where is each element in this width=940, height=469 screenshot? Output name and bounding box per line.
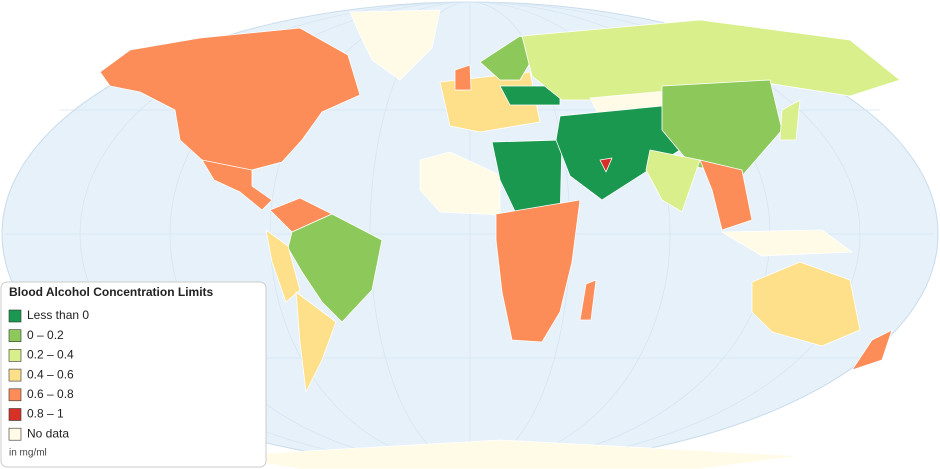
legend-box (0, 281, 267, 468)
north-america (99, 27, 361, 181)
southeast-asia (699, 159, 753, 231)
legend-swatch (8, 309, 22, 323)
eastern-europe (499, 85, 561, 106)
legend-swatch (8, 408, 22, 421)
british-isles (454, 64, 472, 91)
madagascar (579, 279, 597, 321)
legend-note: in mg/ml (9, 448, 47, 459)
andes (265, 229, 301, 303)
greenland (349, 9, 441, 81)
legend-title: Blood Alcohol Concentration Limits (9, 285, 214, 299)
legend-label: 0.4 – 0.6 (27, 367, 74, 381)
southern-cone (295, 291, 337, 393)
legend-label: 0 – 0.2 (27, 328, 64, 342)
indonesia (721, 229, 853, 257)
legend-label: Less than 0 (27, 308, 89, 322)
legend-label: 0.2 – 0.4 (27, 348, 74, 362)
legend-swatch (8, 427, 22, 441)
legend-swatch (8, 329, 22, 343)
central-america (201, 159, 273, 211)
legend-label: 0.8 – 1 (27, 407, 64, 421)
legend-items: Less than 0 0 – 0.2 0.2 – 0.4 0.4 – 0.6 0.6 … (8, 308, 89, 441)
japan (779, 99, 801, 141)
legend-label: 0.6 – 0.8 (27, 387, 74, 401)
india (645, 149, 701, 213)
australia (751, 261, 861, 347)
legend-swatch (8, 388, 22, 402)
antarctica (219, 439, 801, 469)
south-africa (495, 199, 581, 343)
brazil (287, 213, 383, 323)
legend-swatch (8, 349, 22, 362)
countries (99, 9, 901, 469)
legend-swatch (8, 368, 22, 382)
new-zealand (851, 329, 893, 371)
russia (521, 19, 901, 101)
legend-label: No data (27, 426, 69, 440)
oman (599, 157, 613, 173)
